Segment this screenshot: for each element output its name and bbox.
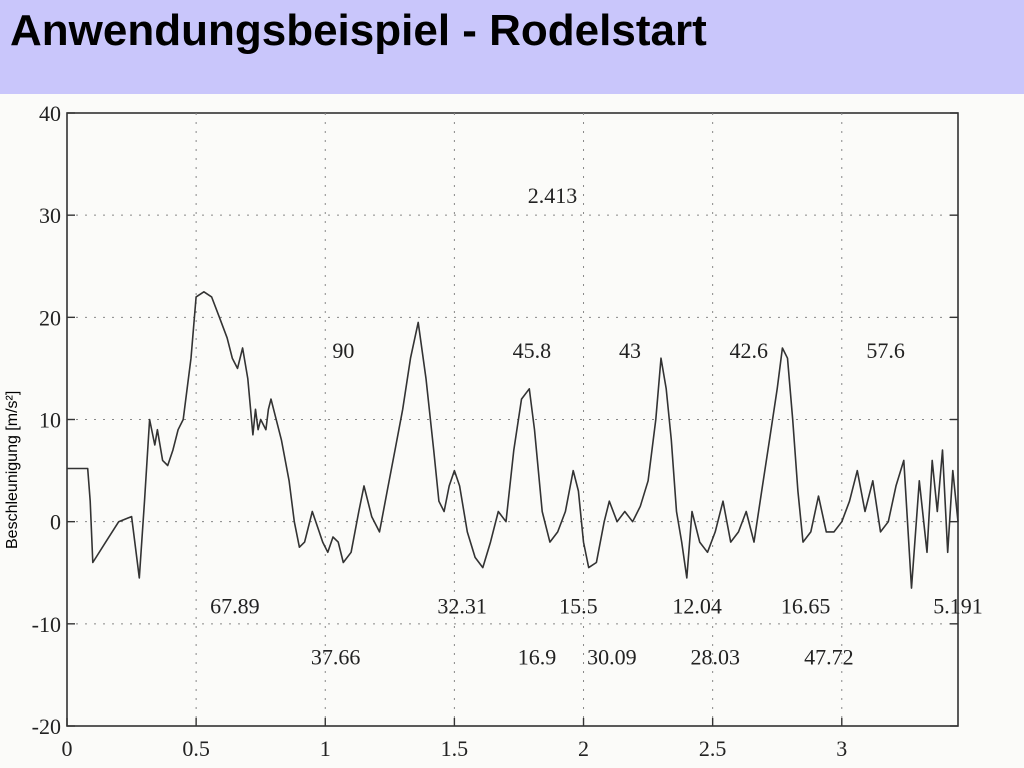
data-annotation: 16.65 — [781, 594, 831, 619]
y-tick-label: 10 — [39, 408, 61, 433]
y-axis-label: Beschleunigung [m/s²] — [4, 390, 21, 549]
y-tick-label: -20 — [32, 714, 61, 739]
data-annotation: 42.6 — [730, 338, 769, 363]
data-annotation: 45.8 — [513, 338, 552, 363]
data-annotation: 30.09 — [587, 645, 637, 670]
x-tick-label: 1 — [320, 736, 331, 761]
data-annotation: 32.31 — [437, 594, 487, 619]
y-tick-label: 20 — [39, 305, 61, 330]
y-tick-label: 30 — [39, 203, 61, 228]
data-annotation: 12.04 — [672, 594, 722, 619]
data-annotation: 16.9 — [518, 645, 557, 670]
data-annotation: 28.03 — [690, 645, 740, 670]
x-tick-label: 1.5 — [441, 736, 469, 761]
y-tick-label: 0 — [50, 510, 61, 535]
y-tick-label: 40 — [39, 101, 61, 126]
data-annotation: 47.72 — [804, 645, 854, 670]
title-bar: Anwendungsbeispiel - Rodelstart — [0, 0, 1024, 94]
data-annotation: 67.89 — [210, 594, 260, 619]
data-annotation: 15.5 — [559, 594, 598, 619]
acceleration-series-line — [67, 291, 959, 589]
x-tick-label: 2 — [578, 736, 589, 761]
data-annotation: 5.191 — [933, 594, 983, 619]
data-annotation: 90 — [332, 338, 354, 363]
x-tick-label: 0 — [62, 736, 73, 761]
data-annotation: 57.6 — [866, 338, 905, 363]
data-annotation: 37.66 — [311, 645, 361, 670]
x-tick-label: 2.5 — [699, 736, 727, 761]
slide-title: Anwendungsbeispiel - Rodelstart — [10, 6, 707, 55]
y-tick-label: -10 — [32, 612, 61, 637]
data-annotation: 43 — [619, 338, 641, 363]
chart-area — [0, 94, 1024, 768]
x-tick-label: 3 — [836, 736, 847, 761]
x-tick-label: 0.5 — [182, 736, 210, 761]
data-annotation: 2.413 — [528, 183, 578, 208]
